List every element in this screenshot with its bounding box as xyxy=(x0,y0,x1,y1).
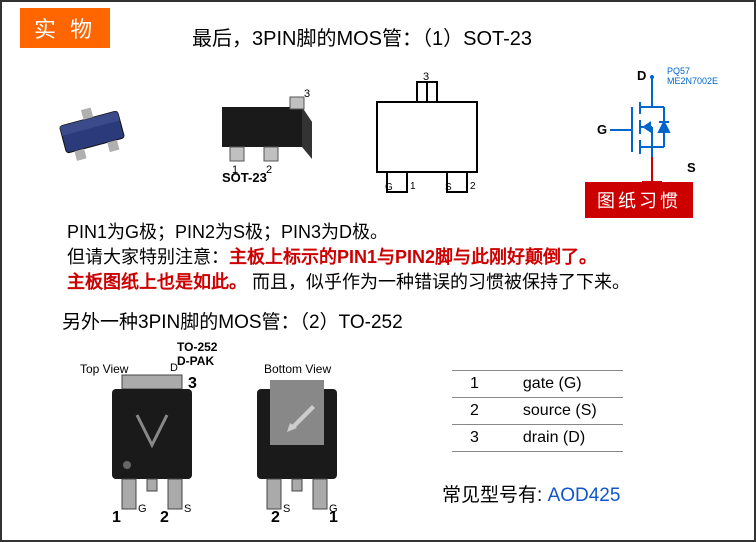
para-pin-def: PIN1为G极；PIN2为S极；PIN3为D极。 xyxy=(67,220,388,245)
svg-text:1: 1 xyxy=(329,509,338,526)
table-row: 3drain (D) xyxy=(452,425,623,452)
sot23-photo xyxy=(32,92,152,172)
model-label: 常见型号有: xyxy=(442,485,548,506)
para-warning: 但请大家特别注意：主板上标示的PIN1与PIN2脚与此刚好颠倒了。 xyxy=(67,245,597,270)
svg-text:S: S xyxy=(283,503,290,515)
title-to252: 另外一种3PIN脚的MOS管：（2）TO-252 xyxy=(62,307,403,334)
svg-text:1: 1 xyxy=(112,509,121,526)
svg-text:3: 3 xyxy=(304,88,310,100)
model-line: 常见型号有: AOD425 xyxy=(442,480,620,507)
header-tag: 实 物 xyxy=(20,8,110,48)
svg-text:G: G xyxy=(138,503,147,515)
svg-text:PQ57: PQ57 xyxy=(667,66,690,76)
svg-text:D: D xyxy=(637,68,646,83)
svg-text:ME2N7002E: ME2N7002E xyxy=(667,76,718,86)
schematic-note-box: 图纸习惯 xyxy=(585,182,693,218)
row-to252: TO-252D-PAK Top View Bottom View D 3 1 G… xyxy=(42,340,742,530)
to252-pkg-label: TO-252D-PAK xyxy=(177,340,217,368)
svg-text:2: 2 xyxy=(160,509,169,526)
model-value: AOD425 xyxy=(548,485,621,506)
para-warning-b: 主板上标示的PIN1与PIN2脚与此刚好颠倒了。 xyxy=(229,247,597,267)
sot23-caption: SOT-23 xyxy=(222,170,267,185)
svg-text:2: 2 xyxy=(266,164,272,176)
svg-text:S: S xyxy=(687,160,696,175)
para-note-b: 而且，似乎作为一种错误的习惯被保持了下来。 xyxy=(247,272,630,292)
pin-table: 1gate (G) 2source (S) 3drain (D) xyxy=(452,370,623,452)
table-row: 2source (S) xyxy=(452,398,623,425)
svg-text:G: G xyxy=(385,182,393,193)
to252-topview: 3 1 G 2 S xyxy=(92,370,222,530)
svg-text:G: G xyxy=(597,122,607,137)
to252-bottomview: S 2 G 1 xyxy=(237,370,367,530)
title-sot23: 最后，3PIN脚的MOS管：（1）SOT-23 xyxy=(192,22,532,51)
row-sot23: 1 2 3 SOT-23 3 G 1 S 2 D G S PQ57 ME2N70… xyxy=(22,62,742,202)
mosfet-symbol: D G S PQ57 ME2N7002E xyxy=(592,62,752,202)
table-row: 1gate (G) xyxy=(452,371,623,398)
svg-text:2: 2 xyxy=(470,181,476,192)
para-note: 主板图纸上也是如此。 而且，似乎作为一种错误的习惯被保持了下来。 xyxy=(67,270,630,295)
svg-text:2: 2 xyxy=(271,509,280,526)
para-note-a: 主板图纸上也是如此。 xyxy=(67,272,247,292)
svg-text:3: 3 xyxy=(423,72,429,83)
svg-text:S: S xyxy=(184,503,191,515)
svg-text:1: 1 xyxy=(410,181,416,192)
para-warning-a: 但请大家特别注意： xyxy=(67,247,229,267)
sot23-footprint: 3 G 1 S 2 xyxy=(352,72,502,202)
svg-text:S: S xyxy=(445,182,452,193)
